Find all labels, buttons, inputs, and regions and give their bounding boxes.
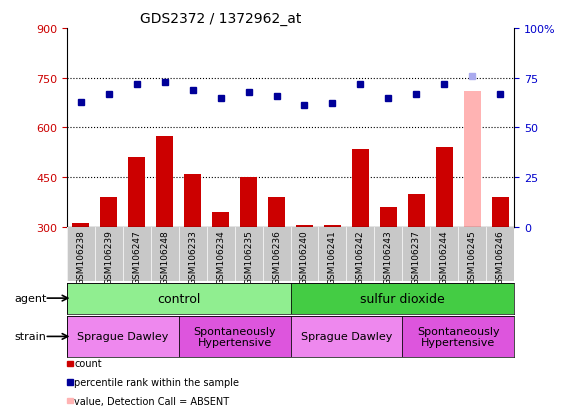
Text: control: control [157, 292, 200, 305]
Text: GSM106233: GSM106233 [188, 230, 197, 285]
Text: sulfur dioxide: sulfur dioxide [360, 292, 444, 305]
Bar [352, 150, 369, 227]
Text: GSM106244: GSM106244 [440, 230, 449, 284]
Bar [240, 178, 257, 227]
Text: GSM106236: GSM106236 [272, 230, 281, 285]
Bar [408, 194, 425, 227]
Text: GSM106238: GSM106238 [76, 230, 85, 285]
Bar [436, 148, 453, 227]
Bar [156, 136, 173, 227]
Text: GSM106243: GSM106243 [384, 230, 393, 285]
Text: GSM106235: GSM106235 [244, 230, 253, 285]
Bar [380, 207, 397, 227]
Text: GSM106245: GSM106245 [468, 230, 477, 285]
Bar [464, 92, 480, 227]
Bar [212, 212, 229, 227]
Bar [492, 197, 508, 227]
Text: Sprague Dawley: Sprague Dawley [301, 332, 392, 342]
Bar [290, 283, 514, 314]
Bar [179, 316, 290, 357]
Text: GSM106242: GSM106242 [356, 230, 365, 284]
Text: GSM106246: GSM106246 [496, 230, 505, 285]
Text: GSM106237: GSM106237 [412, 230, 421, 285]
Text: GSM106248: GSM106248 [160, 230, 169, 285]
Text: value, Detection Call = ABSENT: value, Detection Call = ABSENT [74, 396, 229, 406]
Text: count: count [74, 358, 102, 368]
Bar [73, 224, 89, 227]
Text: GSM106239: GSM106239 [104, 230, 113, 285]
Bar [296, 225, 313, 227]
Text: GSM106241: GSM106241 [328, 230, 337, 285]
Text: GDS2372 / 1372962_at: GDS2372 / 1372962_at [140, 12, 302, 26]
Text: strain: strain [15, 332, 46, 342]
Text: agent: agent [15, 293, 47, 304]
Bar [128, 158, 145, 227]
Bar [403, 316, 514, 357]
Bar [67, 283, 290, 314]
Text: GSM106240: GSM106240 [300, 230, 309, 285]
Bar [268, 197, 285, 227]
Bar [184, 174, 201, 227]
Text: GSM106234: GSM106234 [216, 230, 225, 285]
Text: Spontaneously
Hypertensive: Spontaneously Hypertensive [417, 326, 500, 347]
Text: Spontaneously
Hypertensive: Spontaneously Hypertensive [193, 326, 276, 347]
Bar [324, 225, 341, 227]
Text: GSM106247: GSM106247 [132, 230, 141, 285]
Text: percentile rank within the sample: percentile rank within the sample [74, 377, 239, 387]
Bar [101, 197, 117, 227]
Bar [67, 316, 179, 357]
Bar [290, 316, 403, 357]
Text: Sprague Dawley: Sprague Dawley [77, 332, 168, 342]
